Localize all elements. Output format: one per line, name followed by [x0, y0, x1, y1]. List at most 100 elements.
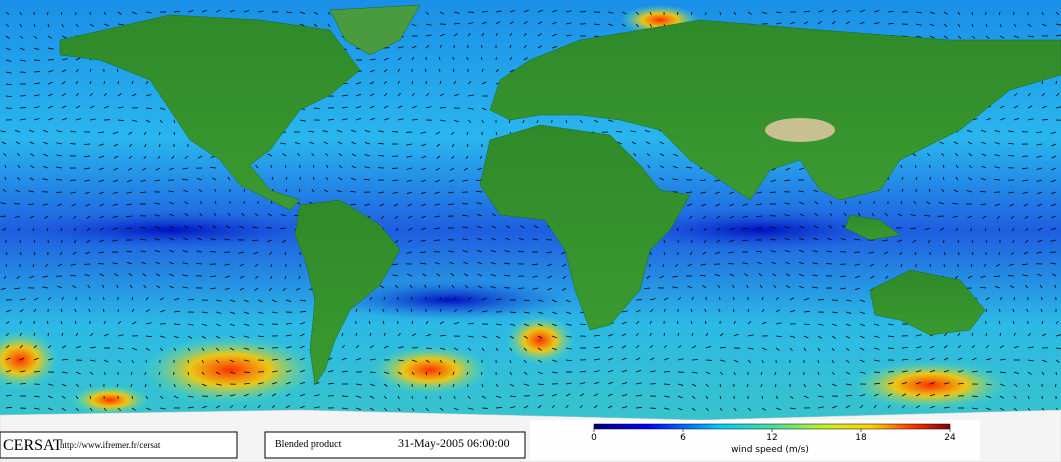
wind-arrow — [607, 357, 614, 361]
wind-arrow — [565, 393, 571, 397]
wind-arrow — [201, 9, 207, 13]
wind-arrow — [551, 335, 557, 339]
colorbar — [593, 423, 951, 430]
wind-arrow — [439, 119, 446, 122]
wind-arrow — [1, 141, 7, 145]
wind-arrow — [985, 297, 990, 301]
wind-arrow — [397, 105, 403, 109]
wind-arrow — [509, 323, 516, 326]
wind-arrow — [155, 167, 161, 171]
wind-arrow — [831, 359, 835, 364]
wind-arrow — [183, 237, 189, 241]
wind-arrow — [506, 225, 511, 229]
wind-arrow — [312, 164, 315, 169]
wind-arrow — [411, 93, 415, 97]
wind-arrow — [61, 93, 66, 97]
wind-arrow — [926, 201, 931, 205]
wind-arrow — [368, 320, 371, 325]
wind-arrow — [495, 10, 502, 13]
wind-arrow — [518, 237, 525, 241]
wind-arrow — [425, 359, 430, 363]
wind-arrow — [369, 407, 375, 411]
wind-arrow — [19, 320, 22, 325]
wind-arrow — [1013, 407, 1018, 411]
wind-arrow — [537, 405, 542, 409]
wind-arrow — [481, 68, 484, 73]
wind-arrow — [1008, 263, 1015, 267]
wind-arrow — [453, 119, 459, 123]
wind-arrow — [565, 10, 572, 13]
wind-arrow — [476, 249, 483, 253]
wind-arrow — [955, 176, 959, 181]
wind-arrow — [616, 131, 623, 133]
wind-arrow — [89, 92, 93, 97]
wind-arrow — [1041, 23, 1047, 27]
wind-arrow — [814, 201, 819, 205]
wind-arrow — [859, 299, 866, 303]
wind-arrow — [775, 296, 779, 301]
wind-arrow — [537, 359, 542, 363]
wind-arrow — [269, 251, 273, 255]
wind-arrow — [971, 11, 973, 16]
wind-arrow — [364, 166, 371, 169]
product-box — [264, 431, 526, 459]
wind-arrow — [716, 239, 721, 243]
wind-arrow — [410, 308, 413, 313]
wind-arrow — [313, 107, 320, 110]
wind-arrow — [971, 251, 974, 256]
wind-arrow — [369, 105, 375, 109]
wind-arrow — [466, 56, 469, 61]
wind-arrow — [131, 308, 135, 313]
wind-arrow — [270, 275, 273, 280]
wind-arrow — [154, 179, 161, 182]
wind-arrow — [647, 164, 651, 169]
wind-arrow — [103, 105, 110, 109]
wind-arrow — [42, 275, 49, 278]
wind-arrow — [784, 238, 791, 241]
wind-arrow — [355, 345, 360, 349]
wind-arrow — [551, 323, 558, 327]
wind-arrow — [677, 11, 679, 16]
wind-arrow — [355, 383, 362, 386]
wind-arrow — [182, 178, 189, 181]
wind-arrow — [47, 81, 53, 85]
wind-arrow — [859, 323, 865, 327]
wind-arrow — [649, 345, 653, 349]
wind-arrow — [411, 45, 417, 49]
wind-arrow — [33, 357, 39, 361]
wind-arrow — [145, 107, 152, 110]
wind-arrow — [425, 347, 432, 350]
wind-arrow — [239, 263, 245, 267]
wind-arrow — [985, 23, 988, 28]
wind-arrow — [383, 93, 388, 97]
wind-arrow — [420, 262, 427, 265]
wind-arrow — [607, 369, 614, 373]
wind-arrow — [5, 263, 7, 268]
wind-arrow — [826, 250, 833, 253]
wind-arrow — [58, 215, 63, 219]
wind-arrow — [607, 333, 614, 337]
wind-arrow — [1008, 191, 1015, 194]
wind-arrow — [313, 176, 315, 181]
wind-arrow — [325, 153, 329, 157]
wind-arrow — [198, 225, 203, 229]
wind-arrow — [700, 274, 707, 277]
wind-arrow — [299, 357, 305, 361]
wind-arrow — [285, 176, 288, 181]
wind-arrow — [61, 358, 68, 361]
wind-arrow — [74, 320, 77, 325]
wind-arrow — [128, 155, 133, 159]
wind-arrow — [957, 357, 963, 361]
wind-arrow — [994, 166, 1001, 169]
wind-arrow — [98, 155, 105, 159]
wind-arrow — [112, 239, 119, 242]
wind-arrow — [5, 71, 12, 74]
wind-arrow — [704, 308, 707, 313]
wind-arrow — [621, 333, 627, 337]
wind-arrow — [169, 201, 175, 205]
wind-arrow — [915, 358, 922, 361]
wind-arrow — [169, 237, 175, 241]
wind-arrow — [421, 167, 427, 171]
wind-arrow — [509, 406, 516, 409]
wind-arrow — [1050, 239, 1057, 242]
